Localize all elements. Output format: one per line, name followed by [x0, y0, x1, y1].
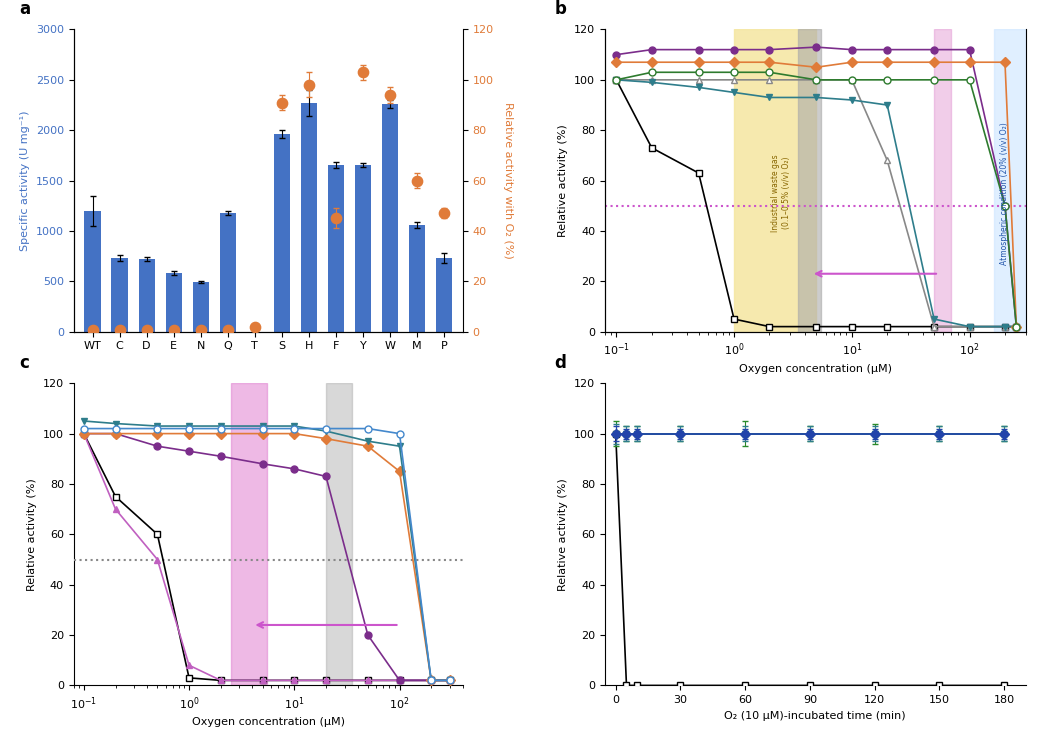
Y-axis label: Relative activity with O₂ (%): Relative activity with O₂ (%)	[503, 102, 513, 259]
Point	[138, 324, 155, 336]
Bar	[274, 134, 290, 332]
Point	[408, 175, 425, 186]
Text: d: d	[554, 354, 566, 372]
Point	[219, 324, 236, 336]
Bar	[355, 166, 371, 332]
X-axis label: Oxygen concentration (μM): Oxygen concentration (μM)	[191, 717, 345, 727]
Point	[165, 324, 182, 336]
Bar	[409, 225, 425, 332]
Bar	[301, 103, 317, 332]
Bar	[993, 29, 1026, 332]
Bar	[382, 104, 398, 332]
Bar	[436, 258, 452, 332]
X-axis label: O₂ (10 μM)-incubated time (min): O₂ (10 μM)-incubated time (min)	[725, 710, 906, 721]
Bar	[734, 29, 816, 332]
Bar	[112, 258, 127, 332]
Bar	[139, 259, 155, 332]
Y-axis label: Relative activity (%): Relative activity (%)	[27, 478, 37, 590]
Point	[246, 321, 263, 332]
Text: Industrial waste gas
(0.1–0.5% (v/v) O₂): Industrial waste gas (0.1–0.5% (v/v) O₂)	[771, 154, 791, 232]
Bar	[231, 383, 267, 685]
Text: Atmospheric condition (20% (v/v) O₂): Atmospheric condition (20% (v/v) O₂)	[1000, 122, 1010, 265]
Point	[301, 79, 318, 91]
X-axis label: Oxygen concentration (μM): Oxygen concentration (μM)	[739, 363, 892, 374]
Point	[436, 207, 452, 219]
Point	[327, 212, 344, 224]
Bar	[165, 273, 182, 332]
Y-axis label: Specific activity (U mg⁻¹): Specific activity (U mg⁻¹)	[20, 111, 31, 251]
Point	[274, 97, 290, 108]
Bar	[934, 29, 951, 332]
Point	[193, 324, 209, 336]
Bar	[798, 29, 822, 332]
Point	[112, 324, 128, 336]
Point	[355, 66, 371, 78]
Point	[382, 89, 399, 101]
Bar	[326, 383, 351, 685]
Bar	[328, 166, 344, 332]
Bar	[193, 282, 208, 332]
Y-axis label: Relative activity (%): Relative activity (%)	[559, 125, 568, 237]
Bar	[220, 213, 236, 332]
Text: a: a	[19, 1, 31, 18]
Text: b: b	[554, 1, 566, 18]
Point	[84, 324, 101, 336]
Y-axis label: Relative activity (%): Relative activity (%)	[559, 478, 568, 590]
Text: c: c	[19, 354, 29, 372]
Bar	[84, 211, 101, 332]
